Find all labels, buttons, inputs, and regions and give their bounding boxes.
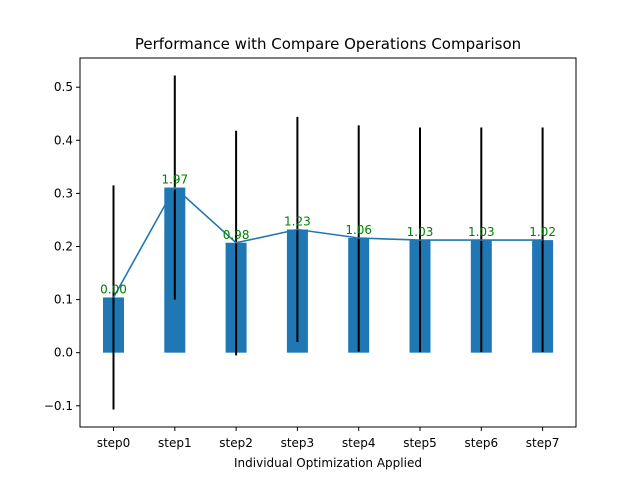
data-label-step2: 0.98 — [223, 228, 250, 242]
chart-title: Performance with Compare Operations Comp… — [135, 35, 521, 53]
data-label-step5: 1.03 — [407, 225, 434, 239]
y-tick-label-2: 0.1 — [54, 293, 73, 307]
data-label-step1: 1.97 — [161, 173, 188, 187]
x-axis-label: Individual Optimization Applied — [234, 456, 422, 470]
x-tick-label-step2: step2 — [219, 436, 253, 450]
y-tick-label-4: 0.3 — [54, 186, 73, 200]
y-tick-label-0: −0.1 — [44, 399, 73, 413]
x-tick-label-step1: step1 — [158, 436, 192, 450]
plot-frame — [79, 57, 577, 428]
x-tick-label-step0: step0 — [97, 436, 131, 450]
x-tick-label-step5: step5 — [403, 436, 437, 450]
y-tick-label-1: 0.0 — [54, 346, 73, 360]
x-tick-label-step7: step7 — [526, 436, 560, 450]
data-label-step3: 1.23 — [284, 214, 311, 228]
x-tick-label-step6: step6 — [465, 436, 499, 450]
data-label-step4: 1.06 — [345, 223, 372, 237]
data-label-step0: 0.00 — [100, 282, 127, 296]
y-tick-label-5: 0.4 — [54, 133, 73, 147]
trend-line — [112, 186, 543, 298]
y-tick-label-6: 0.5 — [54, 80, 73, 94]
y-tick-label-3: 0.2 — [54, 239, 73, 253]
x-tick-label-step4: step4 — [342, 436, 376, 450]
plot-area: 0.00 1.97 0.98 1.23 1.06 1.03 1.03 1.02 — [100, 75, 556, 410]
data-label-step6: 1.03 — [468, 225, 495, 239]
data-label-step7: 1.02 — [529, 225, 556, 239]
x-tick-label-step3: step3 — [281, 436, 315, 450]
